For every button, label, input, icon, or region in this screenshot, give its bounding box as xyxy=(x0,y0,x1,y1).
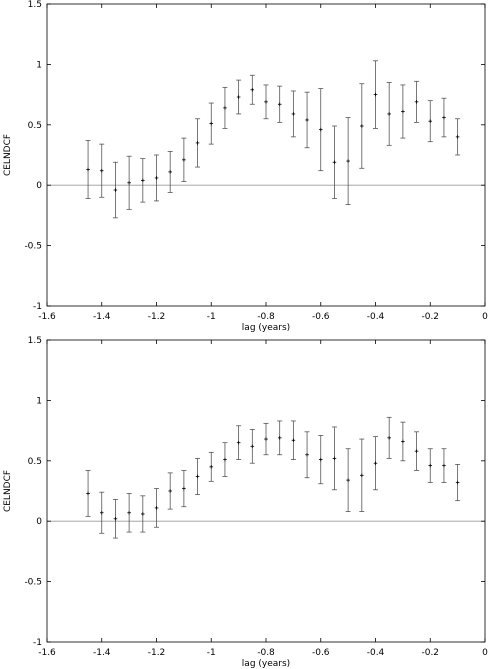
data-point xyxy=(345,117,351,205)
y-tick-label: -1 xyxy=(33,638,42,648)
data-point xyxy=(263,84,269,120)
y-tick-label: -1 xyxy=(33,302,42,312)
data-point xyxy=(427,448,433,483)
data-point xyxy=(208,451,214,482)
y-tick-label: 0 xyxy=(36,181,42,191)
data-point xyxy=(373,436,378,491)
data-point xyxy=(318,88,324,172)
data-point xyxy=(386,416,392,459)
x-tick-label: -1.2 xyxy=(148,648,166,658)
y-tick-label: 1.5 xyxy=(28,336,42,346)
x-tick-label: -0.4 xyxy=(367,312,385,322)
data-point xyxy=(99,143,105,198)
data-point xyxy=(181,137,187,182)
y-tick-label: 1.5 xyxy=(28,0,42,10)
y-tick-label: 1 xyxy=(36,396,42,406)
data-point xyxy=(222,442,228,477)
data-point xyxy=(154,154,159,202)
data-point xyxy=(277,420,283,456)
x-tick-label: -0.6 xyxy=(312,312,330,322)
data-point xyxy=(414,80,420,123)
data-point xyxy=(427,100,433,143)
data-point xyxy=(236,79,242,115)
y-tick-label: 1 xyxy=(36,60,42,70)
y-tick-label: 0 xyxy=(36,517,42,527)
data-point xyxy=(249,428,255,464)
data-point xyxy=(400,421,406,462)
data-point xyxy=(181,470,187,508)
x-tick-label: 0 xyxy=(482,312,488,322)
plot-frame xyxy=(46,339,486,643)
data-point xyxy=(318,435,324,485)
data-point xyxy=(140,158,146,203)
data-point xyxy=(85,470,91,517)
data-point xyxy=(400,84,406,139)
data-point xyxy=(373,60,378,129)
x-tick-label: -0.6 xyxy=(312,648,330,658)
data-point xyxy=(441,97,447,138)
data-point xyxy=(331,125,337,199)
data-point xyxy=(304,431,310,479)
data-point xyxy=(126,155,132,210)
x-tick-label: -0.2 xyxy=(421,312,439,322)
x-tick-label: -1 xyxy=(207,648,216,658)
y-tick-label: 0.5 xyxy=(28,457,42,467)
x-tick-label: -1 xyxy=(207,312,216,322)
data-point xyxy=(222,86,228,129)
data-point xyxy=(112,161,118,219)
data-point xyxy=(99,491,105,534)
y-tick-label: -0.5 xyxy=(24,578,42,588)
x-tick-label: -1.4 xyxy=(93,312,111,322)
x-tick-label: -1.6 xyxy=(38,648,56,658)
x-axis-label: lag (years) xyxy=(242,323,290,333)
data-point xyxy=(345,448,351,512)
data-point xyxy=(126,493,132,533)
data-point xyxy=(195,118,201,168)
y-axis-label: CELNDCF xyxy=(3,470,13,512)
data-point xyxy=(386,82,392,146)
data-point xyxy=(112,499,118,539)
data-point xyxy=(441,448,447,483)
data-point xyxy=(85,140,91,199)
data-point xyxy=(195,457,201,496)
x-tick-label: 0 xyxy=(482,648,488,658)
data-point xyxy=(249,74,255,105)
x-tick-label: -0.4 xyxy=(367,648,385,658)
x-tick-label: -0.2 xyxy=(421,648,439,658)
data-point xyxy=(140,495,146,533)
data-point xyxy=(359,438,365,512)
data-point xyxy=(290,90,296,138)
data-point xyxy=(331,426,337,491)
plot-frame xyxy=(46,3,486,307)
data-point xyxy=(167,150,173,193)
x-tick-label: -1.2 xyxy=(148,312,166,322)
data-point xyxy=(277,85,283,123)
chart-bottom: -1.6 -1.4 -1.2 -1 -0.8 -0.6 -0.4 -0.2 0 -1 -0.5 0 0.… xyxy=(3,336,488,669)
data-point xyxy=(208,102,214,145)
y-axis-label: CELNDCF xyxy=(3,134,13,176)
x-tick-label: -1.6 xyxy=(38,312,56,322)
data-point xyxy=(414,431,420,471)
data-point xyxy=(304,91,310,149)
data-point xyxy=(236,425,242,460)
data-point xyxy=(359,83,365,169)
y-tick-label: 0.5 xyxy=(28,121,42,131)
x-tick-label: -1.4 xyxy=(93,648,111,658)
data-point xyxy=(154,488,159,528)
data-point xyxy=(290,420,296,460)
x-axis-label: lag (years) xyxy=(242,659,290,669)
y-tick-label: -0.5 xyxy=(24,242,42,252)
x-tick-label: -0.8 xyxy=(257,648,275,658)
data-point xyxy=(455,464,461,502)
chart-top: -1.6 -1.4 -1.2 -1 -0.8 -0.6 -0.4 -0.2 0 -1 -0.5 0 0.… xyxy=(3,0,488,333)
data-point xyxy=(263,422,269,456)
x-tick-label: -0.8 xyxy=(257,312,275,322)
data-point xyxy=(167,472,173,510)
data-point xyxy=(455,118,461,156)
